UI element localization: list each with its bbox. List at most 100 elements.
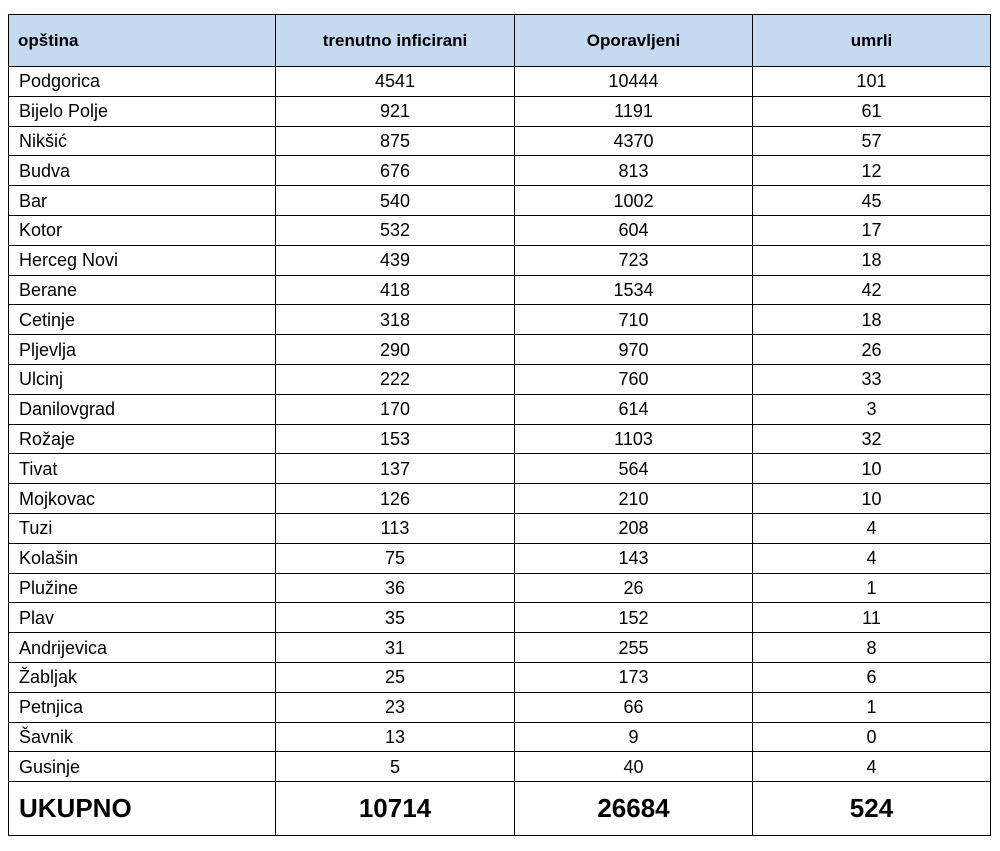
table-cell: 723 [514,244,753,276]
table-row: Tivat 137 564 10 [8,453,991,485]
table-cell: 10 [752,483,991,514]
table-cell: 173 [514,661,753,693]
table-row: Mojkovac 126 210 10 [8,483,991,514]
table-cell: 3 [752,393,991,425]
table-row: Andrijevica 31 255 8 [8,632,991,663]
table-cell: 1002 [514,185,753,216]
table-row: Šavnik 13 9 0 [8,721,991,753]
table-cell: Ulcinj [8,363,276,395]
table-row: Rožaje 153 1103 32 [8,423,991,455]
table-cell: Podgorica [8,66,276,97]
table-row: Danilovgrad 170 614 3 [8,393,991,425]
table-cell: 36 [275,572,515,604]
table-cell: 31 [275,632,515,663]
table-cell: Gusinje [8,751,276,783]
table-cell: 11 [752,602,991,634]
header-cell: opština [8,14,276,67]
table-cell: 813 [514,155,753,187]
table-cell: 1 [752,691,991,723]
table-cell: 318 [275,304,515,336]
table-cell: 1191 [514,95,753,127]
header-cell: trenutno inficirani [275,14,515,67]
table-cell: Tuzi [8,512,276,544]
table-row: Berane 418 1534 42 [8,274,991,306]
table-row: Kolašin 75 143 4 [8,542,991,574]
table-cell: 66 [514,691,753,723]
table-cell: Cetinje [8,304,276,336]
table-cell: Berane [8,274,276,306]
table-cell: 113 [275,512,515,544]
header-row: opština trenutno inficirani Oporavljeni umr… [8,14,991,67]
table-cell: 17 [752,214,991,246]
table-cell: 101 [752,66,991,97]
table-cell: Rožaje [8,423,276,455]
table-cell: 170 [275,393,515,425]
table-cell: Budva [8,155,276,187]
table-cell: Nikšić [8,125,276,157]
table-cell: 143 [514,542,753,574]
table-cell: 4 [752,751,991,783]
table-row: Bijelo Polje 921 1191 61 [8,95,991,127]
table-cell: 33 [752,363,991,395]
table-cell: 760 [514,363,753,395]
table-cell: 4541 [275,66,515,97]
table-cell: 540 [275,185,515,216]
table-cell: 676 [275,155,515,187]
table-cell: 57 [752,125,991,157]
table-cell: 564 [514,453,753,485]
table-cell: 26 [752,334,991,365]
table-foot: UKUPNO 10714 26684 524 [8,781,991,837]
table-row: Pljevlja 290 970 26 [8,334,991,365]
table-body: Podgorica 4541 10444 101 Bijelo Polje 921 1191… [8,66,991,783]
table-cell: 25 [275,661,515,693]
total-row: UKUPNO 10714 26684 524 [8,781,991,837]
table-cell: Pljevlja [8,334,276,365]
table-row: Bar 540 1002 45 [8,185,991,216]
table-row: Cetinje 318 710 18 [8,304,991,336]
table-cell: 255 [514,632,753,663]
table-cell: 45 [752,185,991,216]
table-row: Petnjica 23 66 1 [8,691,991,723]
table-row: Kotor 532 604 17 [8,214,991,246]
table-row: Plužine 36 26 1 [8,572,991,604]
table-cell: Plužine [8,572,276,604]
header-cell: Oporavljeni [514,14,753,67]
table-cell: 1 [752,572,991,604]
table-cell: 13 [275,721,515,753]
table-row: Plav 35 152 11 [8,602,991,634]
table-row: Žabljak 25 173 6 [8,661,991,693]
table-cell: Tivat [8,453,276,485]
table-cell: 61 [752,95,991,127]
table-cell: Žabljak [8,661,276,693]
table-cell: Herceg Novi [8,244,276,276]
table-cell: 921 [275,95,515,127]
table-cell: 1103 [514,423,753,455]
table-cell: Šavnik [8,721,276,753]
table-row: Herceg Novi 439 723 18 [8,244,991,276]
table-cell: 290 [275,334,515,365]
table-cell: 26 [514,572,753,604]
table-row: Gusinje 5 40 4 [8,751,991,783]
table-cell: 208 [514,512,753,544]
table-cell: Kolašin [8,542,276,574]
table-cell: 35 [275,602,515,634]
table-cell: Bijelo Polje [8,95,276,127]
table-cell: Plav [8,602,276,634]
table-cell: 970 [514,334,753,365]
table-cell: 0 [752,721,991,753]
table-row: Budva 676 813 12 [8,155,991,187]
table-cell: 4 [752,542,991,574]
table-cell: 18 [752,244,991,276]
table-cell: 137 [275,453,515,485]
table-cell: 4 [752,512,991,544]
table-cell: 9 [514,721,753,753]
table-cell: 126 [275,483,515,514]
table-cell: 439 [275,244,515,276]
table-row: Ulcinj 222 760 33 [8,363,991,395]
table-cell: Bar [8,185,276,216]
table-cell: 875 [275,125,515,157]
table-row: Tuzi 113 208 4 [8,512,991,544]
table-cell: 604 [514,214,753,246]
table-cell: Kotor [8,214,276,246]
table-cell: 210 [514,483,753,514]
